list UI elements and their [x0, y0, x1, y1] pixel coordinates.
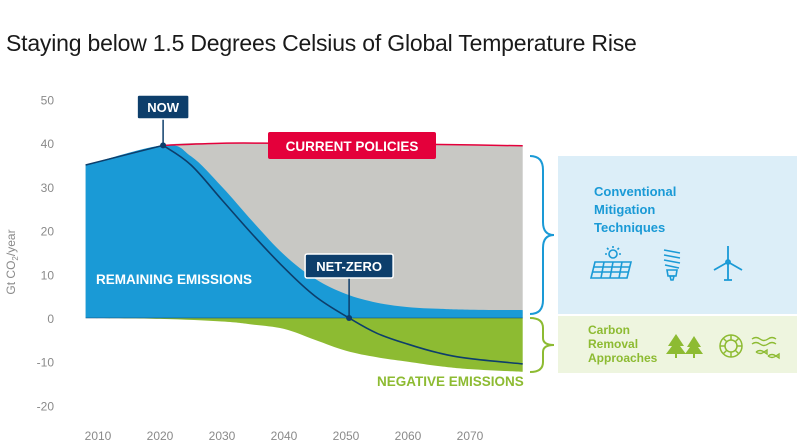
x-tick-label: 2060 [395, 429, 422, 443]
y-tick-label: -10 [37, 356, 55, 370]
x-tick-label: 2050 [333, 429, 360, 443]
x-tick-label: 2010 [85, 429, 112, 443]
remaining-emissions-label: REMAINING EMISSIONS [96, 272, 252, 287]
mitigation-title: Conventional Mitigation Techniques [594, 184, 680, 235]
y-tick-label: 50 [41, 94, 55, 108]
wind-turbine-icon [713, 246, 743, 281]
ocean-fish-icon [751, 336, 780, 360]
removal-brace [529, 317, 555, 373]
now-label: NOW [147, 100, 180, 115]
solar-panel-icon [589, 246, 633, 279]
net-zero-box [304, 253, 394, 279]
y-tick-label: -20 [37, 399, 55, 413]
y-tick-label: 30 [41, 181, 55, 195]
light-bulb-icon [663, 249, 681, 281]
x-tick-label: 2030 [209, 429, 236, 443]
negative-emissions-area [85, 318, 523, 372]
y-tick-label: 10 [41, 268, 55, 282]
net-emissions-line [162, 144, 523, 365]
x-tick-label: 2020 [147, 429, 174, 443]
x-axis-ticks: 2010 2020 2030 2040 2050 2060 2070 [85, 317, 523, 443]
y-axis-label: Gt CO2/year [4, 229, 20, 294]
negative-emissions-label: NEGATIVE EMISSIONS [377, 374, 524, 389]
x-tick-label: 2040 [271, 429, 298, 443]
page-title: Staying below 1.5 Degrees Celsius of Glo… [6, 30, 637, 56]
trees-icon [666, 334, 703, 358]
mitigation-panel [558, 156, 797, 314]
current-policies-badge [268, 132, 436, 159]
y-tick-label: 20 [41, 225, 55, 239]
net-zero-point [346, 315, 353, 321]
annotations: NOW NET-ZERO [136, 94, 394, 321]
y-axis-ticks: 50 40 30 20 10 0 -10 -20 [37, 94, 55, 414]
now-box [136, 94, 190, 120]
x-tick-label: 2070 [457, 429, 484, 443]
current-policies-label: CURRENT POLICIES [286, 139, 419, 154]
now-point [160, 142, 167, 149]
net-zero-label: NET-ZERO [316, 259, 382, 274]
y-tick-label: 0 [47, 312, 54, 326]
remaining-emissions-edge [85, 144, 164, 166]
mitigation-brace [529, 155, 555, 315]
removal-title: Carbon Removal Approaches [588, 323, 658, 365]
remaining-emissions-area [85, 145, 523, 318]
y-tick-label: 40 [41, 137, 55, 151]
mineral-icon [719, 334, 743, 358]
